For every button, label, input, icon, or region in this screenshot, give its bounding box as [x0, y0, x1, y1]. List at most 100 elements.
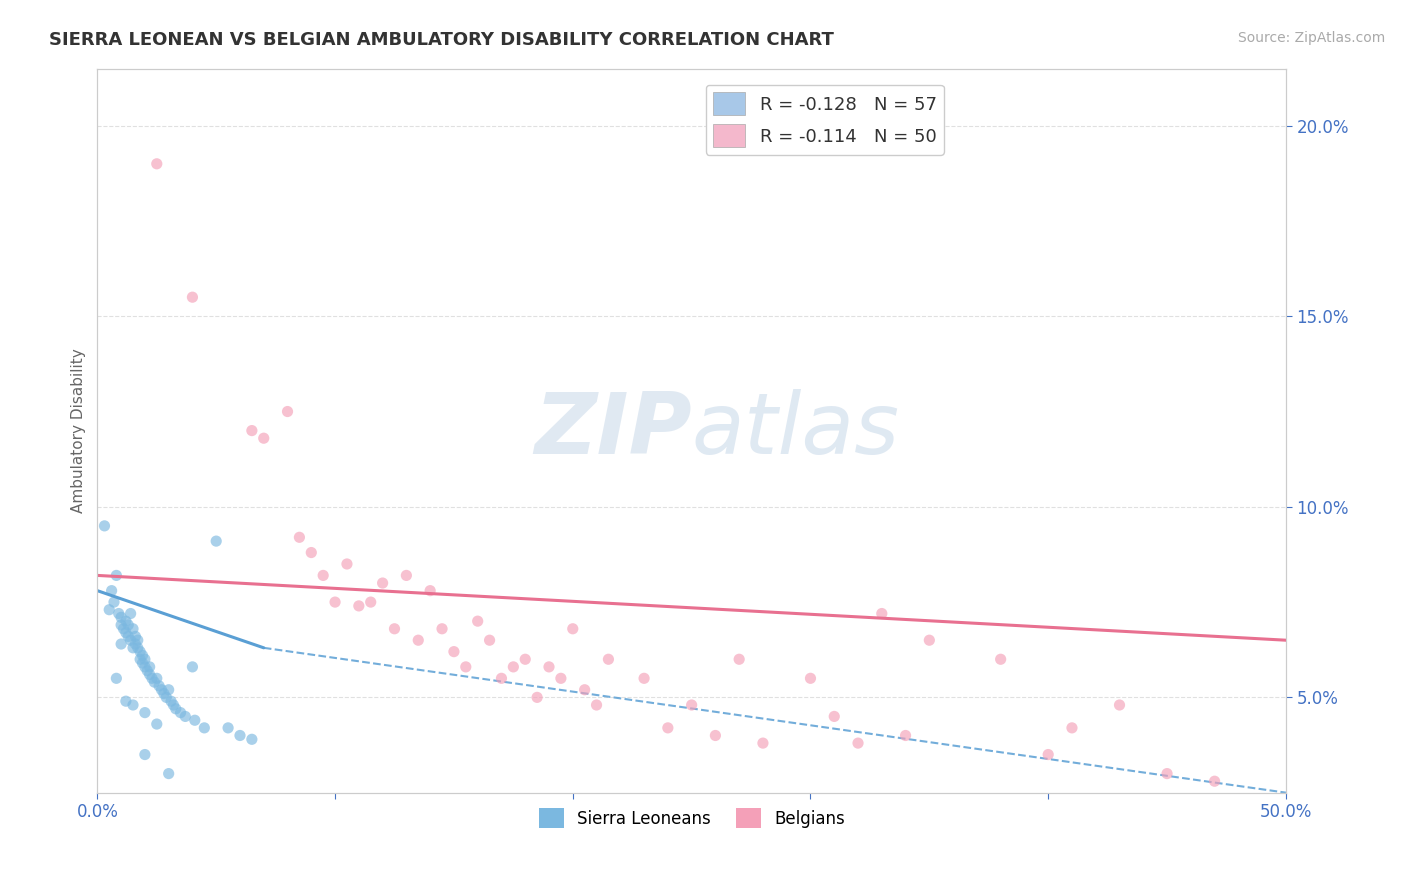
Point: [454, 660, 477, 674]
Point: [515, 652, 537, 666]
Point: [134, 706, 156, 720]
Point: [526, 690, 548, 705]
Point: [681, 698, 703, 712]
Point: [443, 645, 465, 659]
Point: [122, 640, 145, 655]
Legend: Sierra Leoneans, Belgians: Sierra Leoneans, Belgians: [531, 801, 852, 835]
Point: [288, 530, 311, 544]
Point: [117, 629, 139, 643]
Point: [276, 404, 298, 418]
Point: [430, 622, 453, 636]
Point: [502, 660, 524, 674]
Point: [491, 671, 513, 685]
Point: [336, 557, 359, 571]
Point: [134, 652, 156, 666]
Point: [115, 614, 138, 628]
Point: [105, 671, 128, 685]
Point: [299, 545, 322, 559]
Point: [160, 694, 183, 708]
Point: [633, 671, 655, 685]
Point: [657, 721, 679, 735]
Point: [129, 645, 152, 659]
Point: [360, 595, 382, 609]
Point: [150, 682, 173, 697]
Point: [105, 568, 128, 582]
Point: [419, 583, 441, 598]
Y-axis label: Ambulatory Disability: Ambulatory Disability: [72, 348, 86, 513]
Point: [598, 652, 620, 666]
Point: [918, 633, 941, 648]
Point: [134, 660, 156, 674]
Point: [174, 709, 197, 723]
Point: [155, 690, 177, 705]
Point: [138, 660, 160, 674]
Point: [704, 729, 727, 743]
Point: [323, 595, 346, 609]
Point: [1156, 766, 1178, 780]
Point: [162, 698, 184, 712]
Point: [138, 667, 160, 681]
Point: [131, 648, 153, 663]
Point: [894, 729, 917, 743]
Point: [117, 618, 139, 632]
Point: [752, 736, 775, 750]
Point: [120, 607, 142, 621]
Point: [127, 640, 149, 655]
Point: [205, 534, 228, 549]
Point: [550, 671, 572, 685]
Point: [799, 671, 821, 685]
Point: [1108, 698, 1130, 712]
Point: [148, 679, 170, 693]
Point: [110, 637, 132, 651]
Point: [217, 721, 239, 735]
Point: [107, 607, 129, 621]
Point: [141, 671, 163, 685]
Point: [100, 583, 122, 598]
Text: SIERRA LEONEAN VS BELGIAN AMBULATORY DISABILITY CORRELATION CHART: SIERRA LEONEAN VS BELGIAN AMBULATORY DIS…: [49, 31, 834, 49]
Point: [110, 610, 132, 624]
Point: [240, 732, 263, 747]
Point: [98, 603, 121, 617]
Point: [990, 652, 1012, 666]
Point: [823, 709, 845, 723]
Point: [181, 660, 204, 674]
Text: Source: ZipAtlas.com: Source: ZipAtlas.com: [1237, 31, 1385, 45]
Point: [146, 671, 169, 685]
Text: ZIP: ZIP: [534, 389, 692, 472]
Point: [146, 157, 169, 171]
Point: [846, 736, 869, 750]
Point: [181, 290, 204, 304]
Point: [93, 519, 115, 533]
Point: [157, 766, 180, 780]
Point: [253, 431, 276, 445]
Point: [184, 713, 207, 727]
Point: [103, 595, 125, 609]
Point: [165, 702, 187, 716]
Point: [124, 637, 146, 651]
Point: [146, 717, 169, 731]
Point: [1038, 747, 1060, 762]
Point: [193, 721, 215, 735]
Point: [467, 614, 489, 628]
Point: [478, 633, 501, 648]
Point: [728, 652, 751, 666]
Point: [143, 675, 166, 690]
Point: [585, 698, 607, 712]
Point: [406, 633, 429, 648]
Text: atlas: atlas: [692, 389, 900, 472]
Point: [131, 656, 153, 670]
Point: [157, 682, 180, 697]
Point: [153, 687, 176, 701]
Point: [371, 576, 394, 591]
Point: [122, 622, 145, 636]
Point: [347, 599, 370, 613]
Point: [229, 729, 252, 743]
Point: [1060, 721, 1083, 735]
Point: [112, 622, 135, 636]
Point: [312, 568, 335, 582]
Point: [169, 706, 191, 720]
Point: [240, 424, 263, 438]
Point: [129, 652, 152, 666]
Point: [384, 622, 406, 636]
Point: [574, 682, 596, 697]
